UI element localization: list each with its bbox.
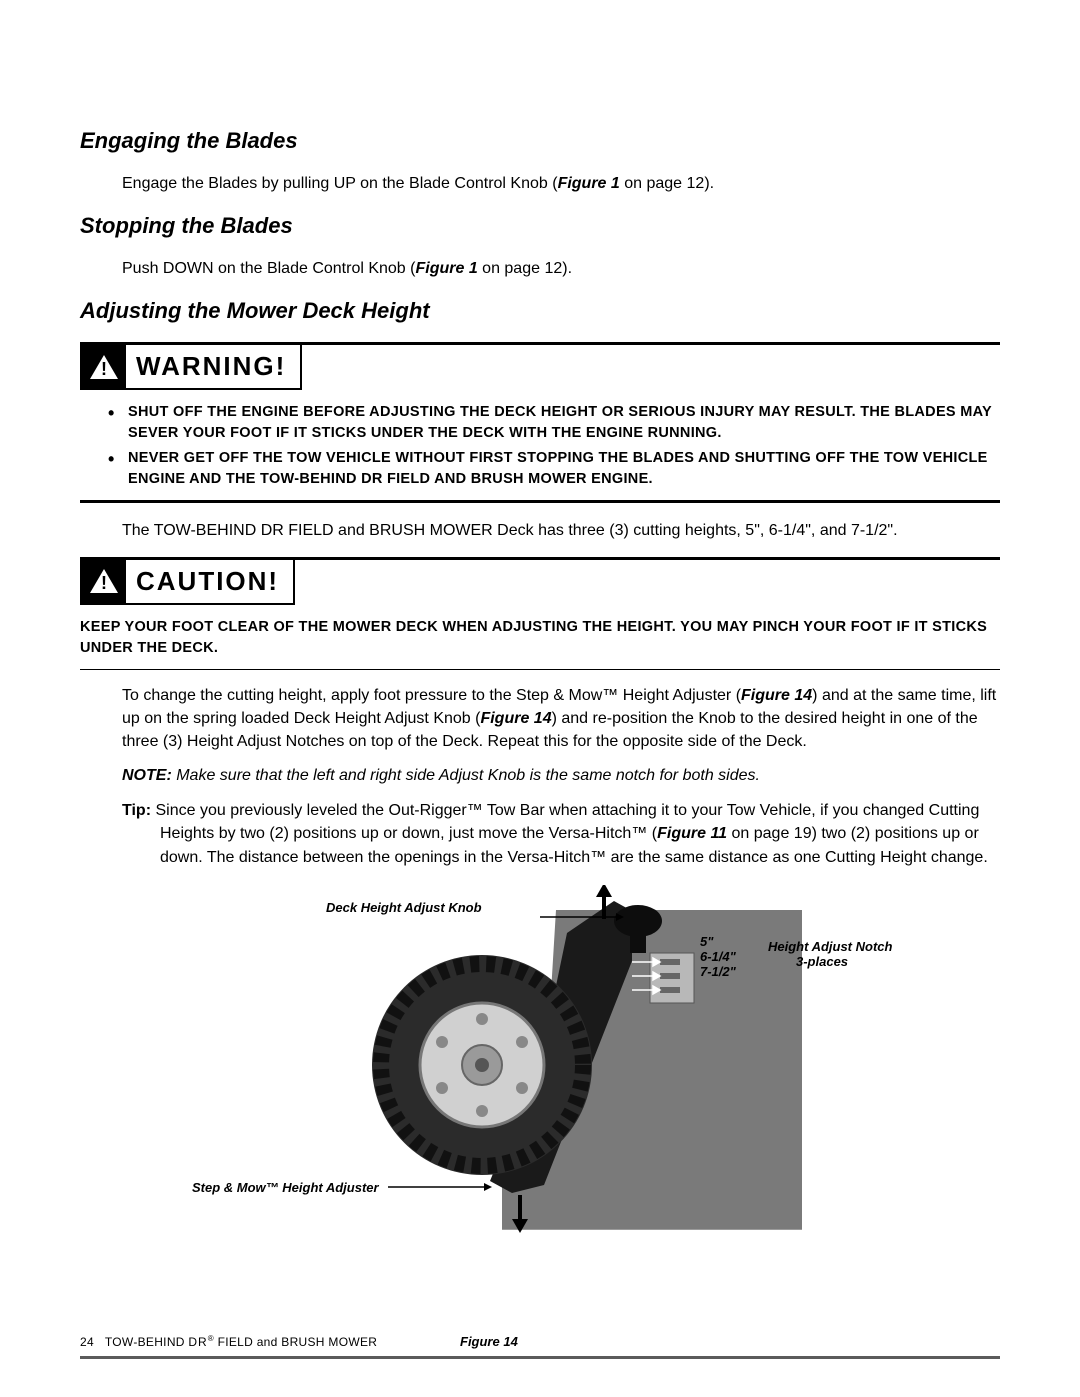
- footer-rule: [80, 1356, 1000, 1359]
- svg-text:!: !: [101, 359, 107, 379]
- rule: [80, 500, 1000, 503]
- footer-title: 24 TOW-BEHIND DR® FIELD and BRUSH MOWER: [80, 1334, 377, 1349]
- label-step-mow: Step & Mow™ Height Adjuster: [192, 1180, 379, 1195]
- note-label: NOTE:: [122, 767, 176, 784]
- label-deck-knob: Deck Height Adjust Knob: [326, 900, 482, 915]
- text: To change the cutting height, apply foot…: [122, 687, 741, 704]
- figure-caption: Figure 14: [460, 1334, 518, 1349]
- svg-text:!: !: [101, 573, 107, 593]
- page-footer: 24 TOW-BEHIND DR® FIELD and BRUSH MOWER …: [80, 1356, 1000, 1359]
- warning-triangle-icon: !: [82, 345, 126, 388]
- caution-label: CAUTION!: [126, 560, 293, 603]
- heading-adjusting: Adjusting the Mower Deck Height: [80, 298, 1000, 324]
- warning-triangle-icon: !: [82, 560, 126, 603]
- footer-text: TOW-BEHIND: [105, 1335, 189, 1349]
- note-paragraph: NOTE: Make sure that the left and right …: [122, 767, 1000, 785]
- text: on page 12).: [620, 175, 714, 192]
- figure-ref: Figure 1: [415, 260, 477, 277]
- label-5in: 5": [700, 934, 713, 949]
- stop-paragraph: Push DOWN on the Blade Control Knob (Fig…: [122, 257, 1000, 280]
- label-notch2: 3-places: [796, 954, 848, 969]
- text: on page 12).: [478, 260, 572, 277]
- heading-stopping: Stopping the Blades: [80, 213, 1000, 239]
- text: Push DOWN on the Blade Control Knob (: [122, 260, 415, 277]
- mower-illustration: [372, 885, 792, 1235]
- caution-box: ! CAUTION!: [80, 558, 295, 605]
- figure-ref: Figure 1: [558, 175, 620, 192]
- figure-14: Deck Height Adjust Knob 5" 6-1/4" 7-1/2"…: [122, 875, 1000, 1245]
- footer-text: FIELD and BRUSH MOWER: [214, 1335, 377, 1349]
- label-6in: 6-1/4": [700, 949, 736, 964]
- tip-paragraph: Tip: Since you previously leveled the Ou…: [122, 799, 1000, 869]
- figure-ref: Figure 14: [480, 710, 551, 727]
- heading-engaging: Engaging the Blades: [80, 128, 1000, 154]
- warning-list: SHUT OFF THE ENGINE BEFORE ADJUSTING THE…: [104, 402, 1000, 490]
- footer-dr: DR: [188, 1335, 207, 1349]
- deck-heights-text: The TOW-BEHIND DR FIELD and BRUSH MOWER …: [122, 519, 1000, 542]
- change-height-paragraph: To change the cutting height, apply foot…: [122, 684, 1000, 754]
- label-7in: 7-1/2": [700, 964, 736, 979]
- figure-ref: Figure 14: [741, 687, 812, 704]
- caution-text: KEEP YOUR FOOT CLEAR OF THE MOWER DECK W…: [80, 617, 1000, 659]
- text: Engage the Blades by pulling UP on the B…: [122, 175, 558, 192]
- warning-label: WARNING!: [126, 345, 300, 388]
- page-number: 24: [80, 1335, 94, 1349]
- label-notch1: Height Adjust Notch: [768, 939, 892, 954]
- rule: [80, 669, 1000, 670]
- tip-label: Tip:: [122, 802, 151, 819]
- warning-item: NEVER GET OFF THE TOW VEHICLE WITHOUT FI…: [104, 448, 1000, 490]
- engage-paragraph: Engage the Blades by pulling UP on the B…: [122, 172, 1000, 195]
- figure-ref: Figure 11: [657, 825, 727, 842]
- warning-item: SHUT OFF THE ENGINE BEFORE ADJUSTING THE…: [104, 402, 1000, 444]
- note-body: Make sure that the left and right side A…: [176, 767, 760, 784]
- warning-box: ! WARNING!: [80, 343, 302, 390]
